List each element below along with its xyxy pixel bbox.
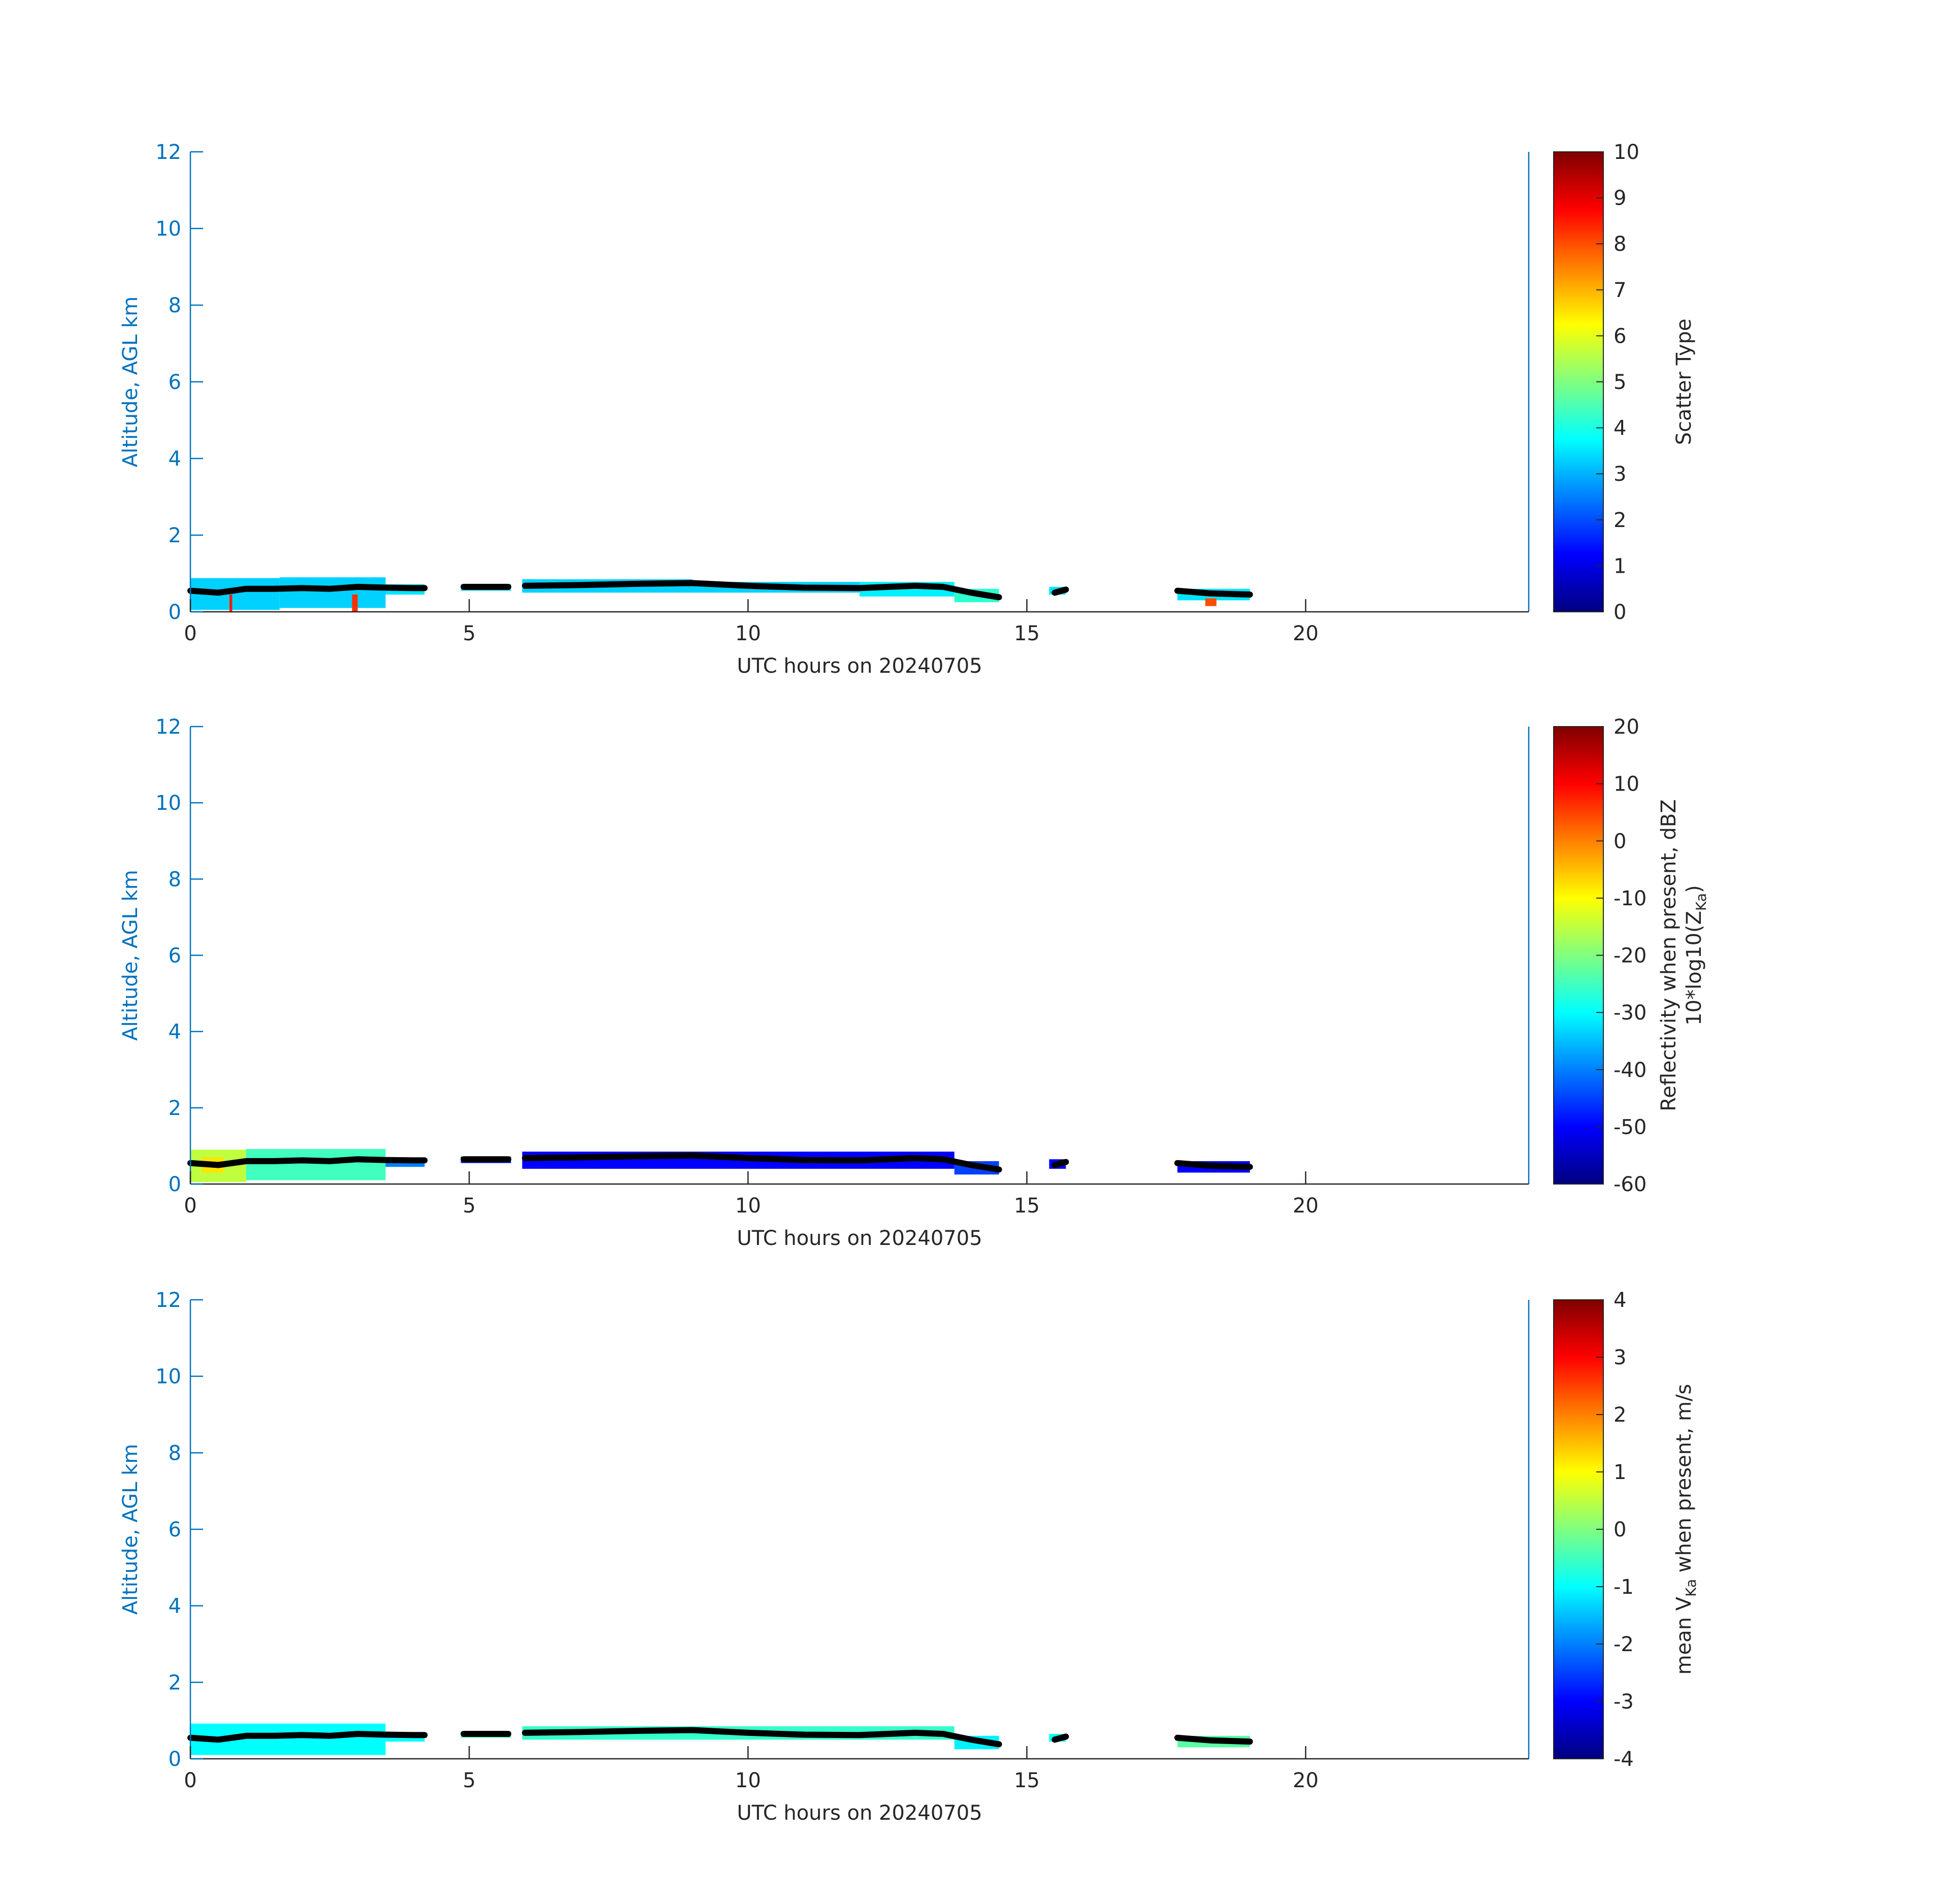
y-tick-label: 12 (155, 715, 181, 739)
x-tick-label: 10 (735, 1194, 761, 1218)
y-axis-label: Altitude, AGL km (119, 1444, 142, 1615)
echo (279, 577, 386, 608)
colorbar-tick-label: 20 (1614, 715, 1639, 739)
x-tick-label: 0 (184, 1194, 196, 1218)
y-tick-label: 10 (155, 217, 181, 241)
colorbar-tick-label: 4 (1614, 1289, 1626, 1312)
x-axis-label: UTC hours on 20240705 (737, 1227, 982, 1250)
colorbar-label-part: Ka (1693, 893, 1709, 911)
colorbar-tick-label: 3 (1614, 1346, 1626, 1369)
x-tick-label: 15 (1014, 1769, 1040, 1792)
x-tick-label: 20 (1293, 1769, 1319, 1792)
echo (352, 595, 358, 612)
colorbar-label-part: Reflectivity when present, dBZ (1657, 799, 1681, 1111)
y-tick-label: 10 (155, 792, 181, 815)
y-tick-label: 8 (169, 868, 181, 891)
x-tick-label: 20 (1293, 1194, 1319, 1218)
x-tick-label: 0 (184, 622, 196, 645)
colorbar-label-part: 10*log10(Z (1683, 911, 1706, 1026)
y-axis-label: Altitude, AGL km (119, 297, 142, 468)
colorbar-tick-label: 2 (1614, 509, 1626, 532)
panel: 0 2 4 6 8 10 12 0 5 10 15 20 UTC hours on 20240705 Al… (119, 715, 1709, 1250)
echo (246, 1148, 386, 1180)
y-tick-label: 0 (169, 601, 181, 624)
colorbar-tick-label: 1 (1614, 1461, 1626, 1484)
y-tick-label: 2 (169, 1097, 181, 1120)
colorbar-tick-label: -20 (1614, 944, 1647, 968)
echo (1205, 598, 1216, 606)
colorbar (1553, 726, 1604, 1185)
y-tick-label: 4 (169, 447, 181, 471)
colorbar-label-part: mean V (1672, 1596, 1696, 1675)
colorbar-label-part: Ka (1683, 1579, 1699, 1597)
colorbar-label: 10*log10(ZKa) (1683, 885, 1709, 1025)
colorbar-tick-label: 9 (1614, 187, 1626, 210)
colorbar-tick-label: 10 (1614, 141, 1639, 164)
colorbar-tick-label: 1 (1614, 554, 1626, 578)
x-tick-label: 15 (1014, 1194, 1040, 1218)
y-tick-label: 0 (169, 1748, 181, 1771)
colorbar-tick-label: 0 (1614, 830, 1626, 853)
colorbar-label-part: Scatter Type (1672, 319, 1696, 445)
x-axis-label: UTC hours on 20240705 (737, 1801, 982, 1825)
cloud-base-line (187, 1727, 1253, 1748)
y-tick-label: 4 (169, 1021, 181, 1044)
colorbar-tick-label: 0 (1614, 1518, 1626, 1541)
colorbar-tick-label: -10 (1614, 887, 1647, 910)
colorbar-tick-label: -40 (1614, 1059, 1647, 1082)
colorbar-tick-label: 7 (1614, 279, 1626, 302)
colorbar-label-part: ) (1683, 885, 1706, 893)
x-tick-label: 20 (1293, 622, 1319, 645)
y-tick-label: 4 (169, 1595, 181, 1618)
y-tick-label: 12 (155, 1289, 181, 1312)
y-tick-label: 6 (169, 371, 181, 394)
colorbar-tick-label: 10 (1614, 773, 1639, 796)
y-tick-label: 6 (169, 944, 181, 968)
cloud-base-line (187, 580, 1253, 601)
colorbar-tick-label: 8 (1614, 233, 1626, 256)
cloud-base-line (187, 1152, 1253, 1173)
y-tick-label: 8 (169, 1441, 181, 1465)
echo (229, 595, 233, 612)
colorbar-tick-label: -50 (1614, 1115, 1647, 1139)
colorbar-tick-label: 5 (1614, 371, 1626, 394)
colorbar-label: Scatter Type (1672, 319, 1696, 445)
x-tick-label: 0 (184, 1769, 196, 1792)
colorbar-label: mean VKa when present, m/s (1672, 1384, 1699, 1675)
y-tick-label: 2 (169, 1671, 181, 1694)
y-tick-label: 2 (169, 524, 181, 547)
x-tick-label: 10 (735, 622, 761, 645)
x-tick-label: 15 (1014, 622, 1040, 645)
colorbar-tick-label: -1 (1614, 1575, 1634, 1599)
colorbar-tick-label: -30 (1614, 1001, 1647, 1025)
colorbar-tick-label: -60 (1614, 1173, 1647, 1196)
y-tick-label: 8 (169, 294, 181, 317)
y-tick-label: 10 (155, 1365, 181, 1389)
y-axis-label: Altitude, AGL km (119, 870, 142, 1041)
colorbar-tick-label: -4 (1614, 1748, 1634, 1771)
colorbar-label-part: when present, m/s (1672, 1384, 1696, 1579)
y-tick-label: 12 (155, 141, 181, 164)
colorbar-tick-label: 0 (1614, 601, 1626, 624)
colorbar (1553, 151, 1604, 612)
colorbar-tick-label: 3 (1614, 463, 1626, 486)
colorbar-tick-label: -2 (1614, 1633, 1634, 1656)
x-tick-label: 5 (463, 622, 475, 645)
x-tick-label: 5 (463, 1194, 475, 1218)
x-tick-label: 5 (463, 1769, 475, 1792)
colorbar-tick-label: -3 (1614, 1690, 1634, 1714)
colorbar-tick-label: 6 (1614, 324, 1626, 348)
y-tick-label: 6 (169, 1518, 181, 1541)
colorbar-label: Reflectivity when present, dBZ (1657, 799, 1681, 1111)
x-axis-label: UTC hours on 20240705 (737, 654, 982, 678)
x-tick-label: 10 (735, 1769, 761, 1792)
y-tick-label: 0 (169, 1173, 181, 1196)
colorbar-tick-label: 4 (1614, 417, 1626, 440)
colorbar (1553, 1299, 1604, 1759)
colorbar-tick-label: 2 (1614, 1403, 1626, 1427)
